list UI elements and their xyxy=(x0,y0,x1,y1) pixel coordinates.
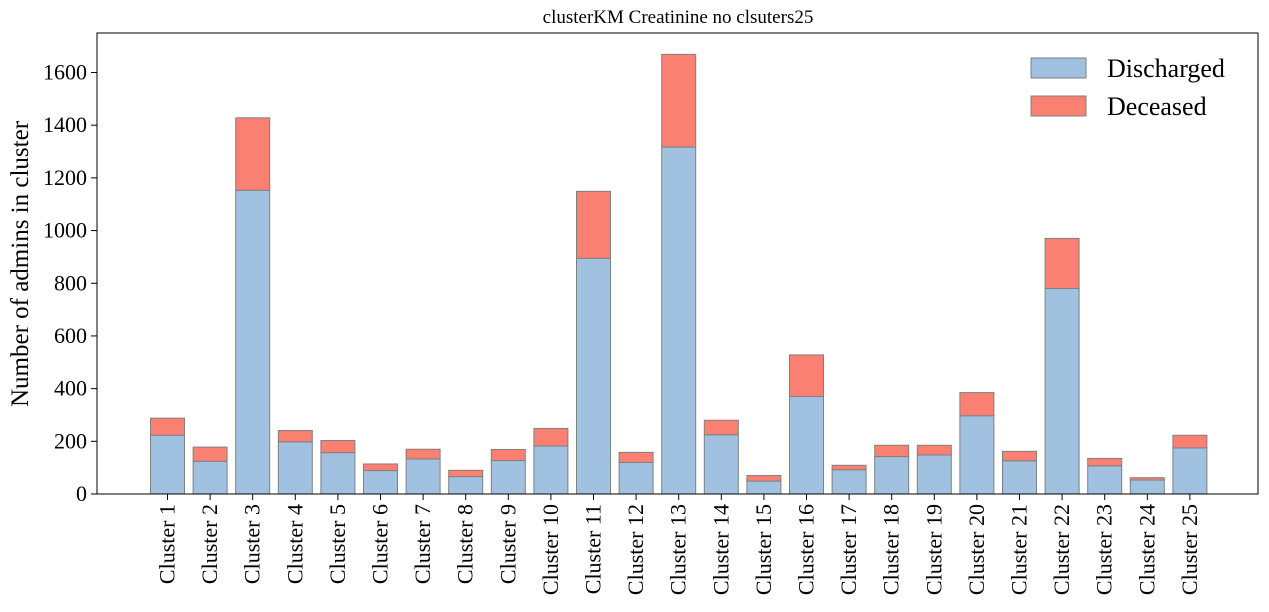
x-tick-label: Cluster 14 xyxy=(708,504,733,595)
bar-deceased-18 xyxy=(874,444,910,458)
x-tick-label: Cluster 19 xyxy=(921,504,946,595)
x-tick-label: Cluster 18 xyxy=(879,504,904,595)
bar-discharged-3 xyxy=(235,189,271,495)
x-axis-ticks: Cluster 1 Cluster 2 Cluster 3 Cluster 4 Clus… xyxy=(155,494,1202,595)
x-tick-label: Cluster 24 xyxy=(1134,504,1159,595)
x-tick-label: Cluster 17 xyxy=(836,504,861,595)
bar-deceased-15 xyxy=(746,475,782,482)
bar-discharged-23 xyxy=(1087,465,1123,495)
y-tick-label: 1200 xyxy=(43,165,87,190)
bar-deceased-14 xyxy=(703,419,739,436)
bar-discharged-19 xyxy=(916,454,952,495)
bar-discharged-17 xyxy=(831,469,867,495)
y-tick-label: 1400 xyxy=(43,112,87,137)
bar-deceased-13 xyxy=(661,53,697,148)
x-tick-label: Cluster 25 xyxy=(1177,504,1202,595)
legend-label-discharged: Discharged xyxy=(1107,54,1225,83)
bar-deceased-9 xyxy=(490,448,526,462)
bar-discharged-21 xyxy=(1002,460,1037,495)
legend-label-deceased: Deceased xyxy=(1107,92,1207,121)
bar-deceased-24 xyxy=(1129,477,1165,481)
y-tick-label: 800 xyxy=(54,270,87,295)
x-tick-label: Cluster 1 xyxy=(155,504,180,584)
bar-discharged-13 xyxy=(661,146,697,495)
bar-deceased-22 xyxy=(1044,237,1080,290)
x-tick-label: Cluster 12 xyxy=(623,504,648,595)
bar-discharged-6 xyxy=(363,470,398,495)
bar-deceased-8 xyxy=(448,469,484,478)
bar-deceased-12 xyxy=(618,451,654,463)
bar-discharged-18 xyxy=(874,456,910,495)
bar-discharged-25 xyxy=(1172,447,1208,495)
x-tick-label: Cluster 7 xyxy=(410,504,435,584)
bar-discharged-10 xyxy=(533,445,569,495)
x-tick-label: Cluster 23 xyxy=(1092,504,1117,595)
bar-deceased-17 xyxy=(831,464,867,471)
bar-discharged-1 xyxy=(150,434,185,495)
x-tick-label: Cluster 2 xyxy=(197,504,222,584)
x-tick-label: Cluster 9 xyxy=(495,504,520,584)
x-tick-label: Cluster 16 xyxy=(794,504,819,595)
y-tick-label: 600 xyxy=(54,323,87,348)
legend: Discharged Deceased xyxy=(1030,54,1225,121)
x-tick-label: Cluster 5 xyxy=(325,504,350,584)
x-tick-label: Cluster 8 xyxy=(453,504,478,584)
bar-deceased-16 xyxy=(789,354,824,398)
bar-deceased-6 xyxy=(363,463,398,472)
legend-swatch-deceased xyxy=(1030,95,1087,117)
y-tick-label: 0 xyxy=(76,481,87,506)
y-tick-label: 200 xyxy=(54,428,87,453)
bar-discharged-24 xyxy=(1129,479,1165,495)
legend-swatch-discharged xyxy=(1030,57,1087,79)
y-axis-ticks: 0 200 400 600 800 1000 1200 1400 1600 xyxy=(43,60,97,506)
bar-discharged-20 xyxy=(959,415,995,495)
bar-discharged-5 xyxy=(320,452,356,495)
bar-deceased-21 xyxy=(1002,450,1037,462)
chart-title: clusterKM Creatinine no clsuters25 xyxy=(543,7,814,28)
x-tick-label: Cluster 13 xyxy=(666,504,691,595)
bar-deceased-20 xyxy=(959,392,995,417)
x-tick-label: Cluster 11 xyxy=(581,504,606,594)
bar-discharged-9 xyxy=(490,460,526,495)
y-tick-label: 1000 xyxy=(43,218,87,243)
bar-discharged-14 xyxy=(703,434,739,495)
bar-deceased-1 xyxy=(150,417,185,436)
bar-discharged-11 xyxy=(576,257,611,495)
plot-frame xyxy=(96,32,1259,495)
x-tick-label: Cluster 4 xyxy=(282,504,307,584)
x-tick-label: Cluster 21 xyxy=(1007,504,1032,595)
bar-discharged-15 xyxy=(746,480,782,495)
y-axis-label: Number of admins in cluster xyxy=(7,120,34,407)
bar-discharged-22 xyxy=(1044,288,1080,495)
bar-deceased-25 xyxy=(1172,434,1208,449)
y-tick-label: 400 xyxy=(54,376,87,401)
y-tick-label: 1600 xyxy=(43,60,87,85)
bar-discharged-2 xyxy=(192,460,228,495)
bar-deceased-19 xyxy=(916,444,952,456)
x-tick-label: Cluster 3 xyxy=(240,504,265,584)
bars xyxy=(150,53,1208,495)
bar-deceased-11 xyxy=(576,190,611,259)
x-tick-label: Cluster 22 xyxy=(1049,504,1074,595)
bar-deceased-23 xyxy=(1087,457,1123,467)
bar-discharged-7 xyxy=(405,458,441,495)
bar-deceased-3 xyxy=(235,117,271,191)
bar-deceased-5 xyxy=(320,440,356,454)
bar-discharged-4 xyxy=(277,441,313,495)
x-tick-label: Cluster 6 xyxy=(368,504,393,584)
bar-deceased-2 xyxy=(192,446,228,462)
bar-deceased-4 xyxy=(277,430,313,443)
bar-discharged-16 xyxy=(789,396,824,495)
x-tick-label: Cluster 20 xyxy=(964,504,989,595)
x-tick-label: Cluster 15 xyxy=(751,504,776,595)
bar-deceased-7 xyxy=(405,448,441,460)
x-tick-label: Cluster 10 xyxy=(538,504,563,595)
bar-discharged-8 xyxy=(448,476,484,495)
bar-deceased-10 xyxy=(533,427,569,447)
bar-discharged-12 xyxy=(618,461,654,495)
